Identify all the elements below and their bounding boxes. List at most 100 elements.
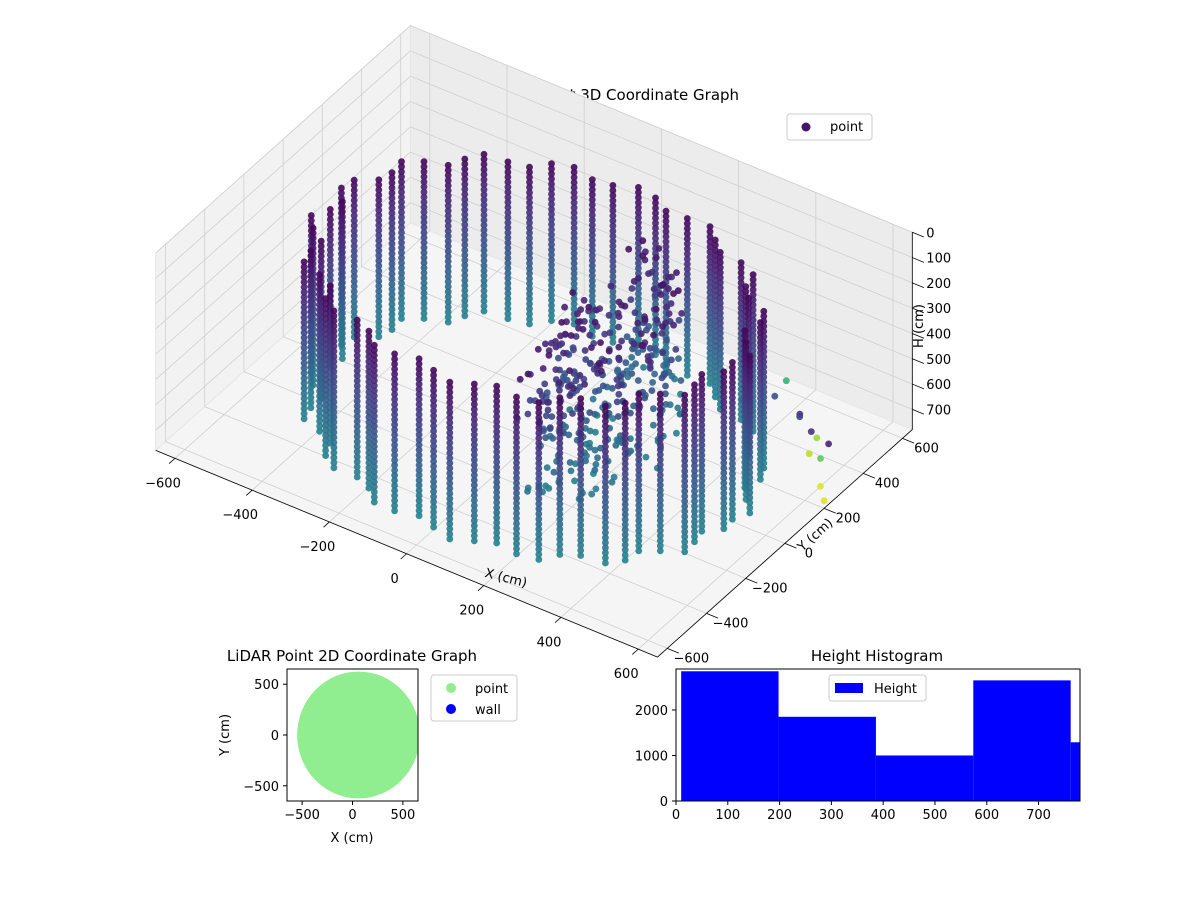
point-3d bbox=[365, 398, 373, 406]
point-3d bbox=[681, 391, 689, 399]
point-3d bbox=[375, 221, 383, 229]
point-3d bbox=[470, 446, 478, 454]
point-3d bbox=[526, 285, 533, 292]
point-3d bbox=[446, 459, 454, 467]
point-3d bbox=[658, 329, 666, 337]
point-3d bbox=[729, 394, 736, 402]
point-3d bbox=[316, 281, 323, 289]
point-3d bbox=[480, 242, 488, 249]
point-3d bbox=[375, 206, 383, 214]
point-3d bbox=[757, 329, 764, 337]
point-3d bbox=[461, 236, 469, 244]
point-3d bbox=[656, 522, 664, 529]
point-3d bbox=[609, 202, 617, 210]
point-3d bbox=[493, 453, 501, 461]
point-3d bbox=[420, 310, 428, 317]
point-3d bbox=[691, 442, 698, 449]
point-3d bbox=[627, 409, 634, 417]
point-3d bbox=[388, 225, 396, 232]
point-3d bbox=[556, 414, 564, 422]
point-3d bbox=[720, 444, 728, 452]
point-3d bbox=[635, 224, 642, 232]
point-3d bbox=[683, 341, 691, 349]
point-3d bbox=[577, 536, 585, 544]
point-3d bbox=[681, 427, 689, 434]
point-3d bbox=[524, 370, 532, 378]
point-3d bbox=[480, 287, 488, 295]
point-3d bbox=[588, 196, 596, 204]
point-3d bbox=[391, 441, 398, 449]
point-3d bbox=[691, 507, 698, 515]
point-3d bbox=[375, 237, 383, 244]
z-tick-mark bbox=[912, 408, 925, 415]
point-3d bbox=[339, 319, 346, 327]
point-3d bbox=[716, 264, 724, 271]
point-3d bbox=[729, 470, 736, 478]
point-3d bbox=[300, 273, 308, 281]
point-3d bbox=[746, 403, 754, 411]
point-3d bbox=[326, 246, 334, 254]
point-3d bbox=[720, 520, 728, 527]
grid-left-z bbox=[155, 202, 411, 431]
point-3d bbox=[300, 354, 308, 362]
point-3d bbox=[720, 393, 728, 401]
point-3d bbox=[580, 296, 588, 304]
point-3d bbox=[635, 285, 642, 292]
point-3d bbox=[656, 471, 664, 479]
point-3d bbox=[470, 527, 478, 535]
point-3d bbox=[339, 279, 346, 287]
point-3d bbox=[681, 457, 689, 465]
point-3d bbox=[570, 255, 578, 262]
point-3d bbox=[391, 406, 398, 413]
point-3d bbox=[635, 436, 643, 443]
point-3d bbox=[370, 377, 378, 385]
point-3d bbox=[353, 372, 361, 380]
x-tick-mark bbox=[168, 458, 176, 464]
point-3d bbox=[415, 497, 423, 504]
point-3d bbox=[556, 520, 564, 528]
point-3d bbox=[570, 229, 578, 237]
y-tick-label: −400 bbox=[713, 616, 749, 631]
point-3d bbox=[446, 515, 454, 523]
point-3d bbox=[706, 278, 714, 286]
point-3d bbox=[757, 455, 764, 463]
point-3d bbox=[595, 359, 603, 367]
point-3d bbox=[729, 485, 736, 493]
point-3d bbox=[430, 503, 437, 511]
point-3d bbox=[535, 459, 543, 467]
point-3d bbox=[746, 357, 754, 365]
point-3d bbox=[388, 230, 396, 237]
point-3d bbox=[415, 471, 423, 479]
point-3d bbox=[548, 291, 555, 299]
point-3d bbox=[556, 399, 564, 407]
point-3d bbox=[470, 431, 478, 438]
point-3d bbox=[370, 341, 378, 349]
point-3d bbox=[307, 348, 315, 356]
point-3d bbox=[746, 484, 754, 492]
point-3d bbox=[353, 347, 361, 354]
point-3d bbox=[420, 315, 428, 322]
point-3d bbox=[662, 293, 670, 301]
point-3d bbox=[391, 451, 398, 459]
point-3d bbox=[322, 361, 329, 368]
point-3d bbox=[628, 285, 636, 292]
point-3d bbox=[526, 275, 533, 282]
point-3d bbox=[365, 353, 373, 360]
x-tick-mark bbox=[400, 553, 407, 560]
point-3d bbox=[588, 344, 595, 351]
point-3d bbox=[602, 407, 609, 415]
point-3d bbox=[570, 209, 578, 217]
point-3d bbox=[698, 421, 706, 429]
point-3d bbox=[656, 390, 664, 398]
histogram-legend-label: Height bbox=[874, 682, 917, 697]
point-3d bbox=[729, 490, 736, 498]
point-3d bbox=[316, 382, 323, 390]
point-3d bbox=[737, 264, 745, 272]
point-3d bbox=[662, 207, 670, 215]
point-3d bbox=[588, 206, 596, 214]
point-3d bbox=[716, 279, 724, 287]
point-3d bbox=[513, 469, 520, 477]
z-tick-mark bbox=[912, 307, 925, 314]
point-3d bbox=[430, 513, 437, 521]
